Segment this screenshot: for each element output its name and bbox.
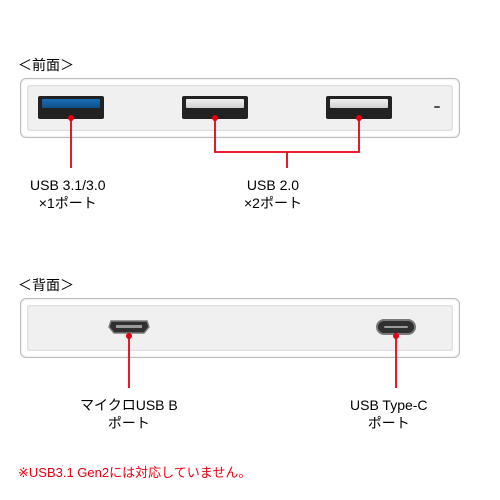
callout-text-usb20: USB 2.0 ×2ポート — [244, 176, 302, 212]
footnote-text: ※USB3.1 Gen2には対応していません。 — [18, 462, 251, 481]
callout-dot — [68, 115, 74, 121]
callout-text-microb: マイクロUSB B ポート — [80, 396, 178, 432]
usb31-tongue — [42, 99, 100, 108]
led-indicator — [434, 106, 440, 108]
back-section-label: ＜背面＞ — [18, 275, 74, 295]
callout-dot — [126, 333, 132, 339]
callout-text-typec: USB Type-C ポート — [350, 396, 428, 432]
callout-dot — [356, 115, 362, 121]
usb20-tongue — [330, 99, 388, 108]
front-section-label: ＜前面＞ — [18, 55, 74, 75]
usb20-tongue — [186, 99, 244, 108]
callout-dot — [212, 115, 218, 121]
callout-text-usb31: USB 3.1/3.0 ×1ポート — [30, 176, 106, 212]
callout-dot — [393, 333, 399, 339]
